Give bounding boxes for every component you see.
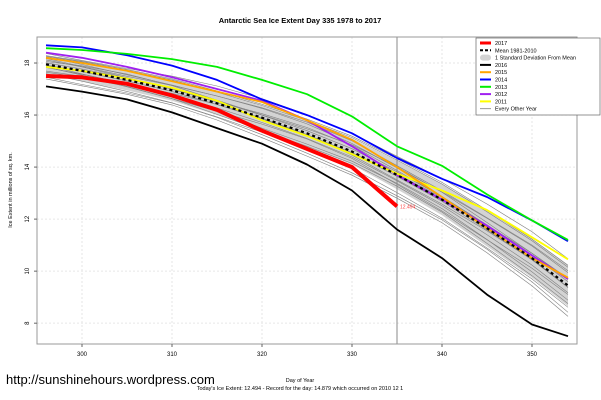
legend-label: Every Other Year	[495, 107, 537, 113]
y-tick-label: 14	[25, 163, 31, 170]
x-axis: 300 310 320 330 340 350	[77, 344, 538, 358]
x-tick-label: 330	[347, 352, 358, 358]
y-axis: 8 10 12 14 16 18	[25, 59, 37, 325]
every-other-year-line	[45, 56, 569, 271]
legend-swatch	[480, 54, 491, 61]
legend-box	[475, 37, 601, 116]
source-url: http://sunshinehours.wordpress.com	[6, 372, 215, 387]
legend-label: 2013	[495, 85, 507, 91]
series-mean-1981-2010	[45, 63, 569, 287]
legend-label: 2015	[495, 70, 507, 76]
every-other-year-line	[45, 76, 569, 313]
every-other-year-line	[45, 61, 569, 280]
y-tick-label: 16	[25, 111, 31, 118]
every-other-year-line	[45, 64, 569, 288]
legend-label: 2017	[495, 41, 507, 47]
x-tick-label: 320	[257, 352, 268, 358]
series-2017	[45, 74, 399, 208]
today-ice-extent-text: Today's Ice Extent: 12.494 - Record for …	[197, 386, 404, 392]
series-2016	[45, 85, 569, 338]
legend-label: 2016	[495, 63, 507, 69]
y-axis-label: Ice Extent in millions of sq. km.	[8, 152, 14, 228]
every-other-year-line	[45, 58, 569, 273]
series-2011	[45, 66, 569, 261]
legend-label: 1 Standard Deviation From Mean	[495, 56, 576, 62]
legend-label: Mean 1981-2010	[495, 48, 537, 54]
current-value-label: 12.494	[400, 204, 416, 210]
plot-frame	[36, 36, 578, 345]
y-tick-label: 8	[25, 321, 31, 325]
x-tick-label: 340	[437, 352, 448, 358]
every-other-year-line	[45, 71, 569, 304]
chart-title: Antarctic Sea Ice Extent Day 335 1978 to…	[219, 16, 382, 25]
series-2013	[45, 47, 569, 241]
y-tick-label: 10	[25, 267, 31, 274]
x-tick-label: 350	[527, 352, 538, 358]
every-other-year-line	[45, 78, 569, 317]
series-layer: 12.494	[45, 37, 569, 344]
x-axis-label: Day of Year	[286, 378, 315, 384]
legend-label: 2011	[495, 99, 507, 105]
x-tick-label: 310	[167, 352, 178, 358]
x-tick-label: 300	[77, 352, 88, 358]
y-tick-label: 18	[25, 59, 31, 66]
legend-label: 2012	[495, 92, 507, 98]
y-tick-label: 12	[25, 215, 31, 222]
legend-label: 2014	[495, 78, 507, 84]
series-2014	[45, 44, 569, 242]
